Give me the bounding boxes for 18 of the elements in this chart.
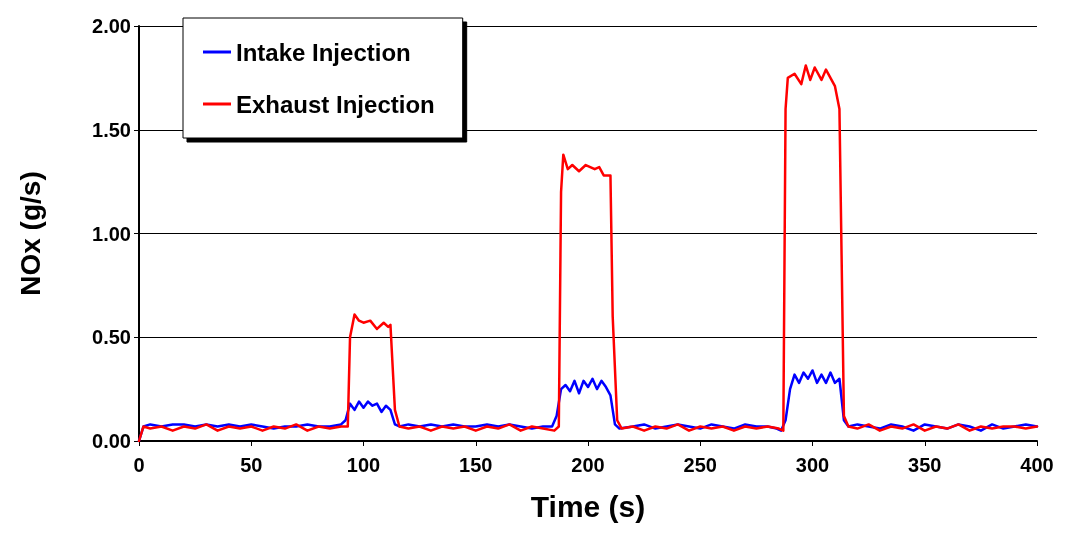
- x-axis-title: Time (s): [530, 489, 646, 523]
- y-tick-label: 2.00: [92, 15, 131, 37]
- x-tick-label: 0: [133, 454, 145, 476]
- y-tick-label: 0.50: [92, 326, 131, 349]
- x-tick-label: 100: [346, 454, 381, 476]
- y-tick-label: 1.50: [92, 118, 131, 141]
- x-tick-label: 300: [795, 454, 830, 476]
- y-tick-label: 0.00: [92, 430, 131, 452]
- x-tick-label: 150: [459, 454, 493, 476]
- x-tick-label: 400: [1020, 454, 1054, 476]
- x-tick-label: 200: [571, 454, 605, 476]
- legend-label: Exhaust Injection: [236, 90, 435, 118]
- x-tick-label: 250: [683, 454, 717, 476]
- legend-label: Intake Injection: [236, 38, 411, 66]
- x-tick-label: 350: [908, 454, 942, 476]
- y-axis-title: NOx (g/s): [14, 171, 46, 296]
- y-tick-label: 1.00: [92, 222, 131, 245]
- x-tick-label: 50: [240, 454, 263, 476]
